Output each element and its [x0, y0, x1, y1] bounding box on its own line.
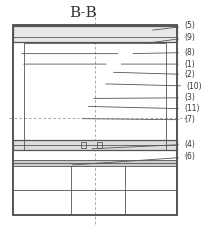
Text: (9): (9) [146, 33, 194, 43]
Bar [13, 160, 176, 165]
Text: (1): (1) [121, 60, 194, 69]
Text: B-B: B-B [69, 6, 97, 20]
Text: (7): (7) [82, 115, 194, 124]
Bar [81, 142, 86, 148]
Bar [13, 140, 176, 150]
Bar [24, 43, 166, 150]
Text: (3): (3) [94, 93, 194, 102]
Text: (10): (10) [105, 82, 201, 91]
Text: (6): (6) [72, 153, 194, 165]
Bar [97, 142, 101, 148]
Text: (4): (4) [92, 140, 194, 149]
Text: (11): (11) [88, 104, 198, 114]
Text: (8): (8) [132, 48, 194, 57]
Text: (5): (5) [152, 21, 194, 30]
Text: (2): (2) [113, 70, 194, 79]
Bar [13, 26, 176, 42]
Bar [13, 25, 176, 215]
